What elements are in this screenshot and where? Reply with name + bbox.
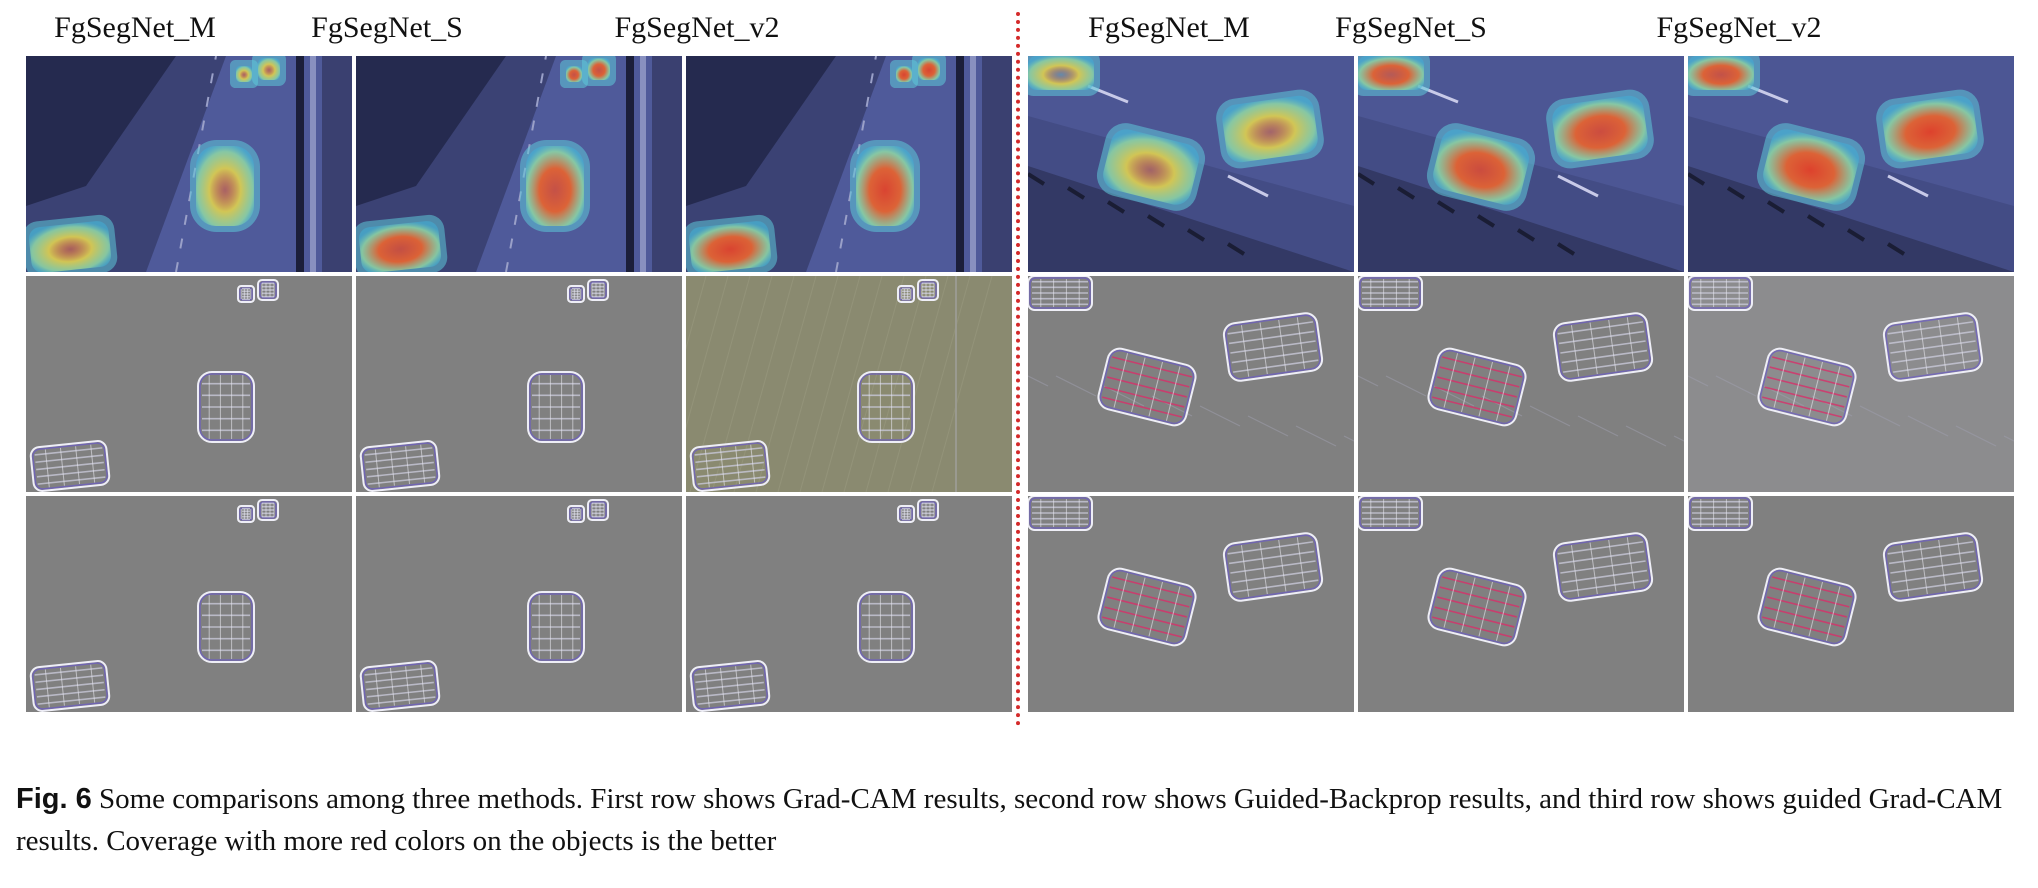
- result-image-r3-c1: [26, 496, 352, 712]
- result-image-r1-c6: [1688, 56, 2014, 272]
- result-image-r2-c5: [1358, 276, 1684, 492]
- result-image-r2-c6: [1688, 276, 2014, 492]
- result-image-r1-c5: [1358, 56, 1684, 272]
- column-title-5: FgSegNet_S: [1335, 11, 1487, 44]
- caption-text: Some comparisons among three methods. Fi…: [16, 783, 2003, 857]
- result-image-r3-c4: [1028, 496, 1354, 712]
- result-image-r2-c1: [26, 276, 352, 492]
- result-image-r3-c5: [1358, 496, 1684, 712]
- result-image-r2-c3: [686, 276, 1012, 492]
- result-image-r3-c2: [356, 496, 682, 712]
- result-image-r2-c2: [356, 276, 682, 492]
- column-title-6: FgSegNet_v2: [1656, 11, 1822, 44]
- column-title-1: FgSegNet_M: [54, 11, 216, 44]
- column-title-2: FgSegNet_S: [311, 11, 463, 44]
- figure-caption: Fig. 6 Some comparisons among three meth…: [16, 778, 2026, 862]
- result-image-r1-c4: [1028, 56, 1354, 272]
- result-image-r1-c1: [26, 56, 352, 272]
- column-title-3: FgSegNet_v2: [614, 11, 780, 44]
- result-image-r3-c6: [1688, 496, 2014, 712]
- result-image-r2-c4: [1028, 276, 1354, 492]
- figure-label: Fig. 6: [16, 783, 92, 815]
- result-image-r1-c3: [686, 56, 1012, 272]
- result-image-r3-c3: [686, 496, 1012, 712]
- result-image-r1-c2: [356, 56, 682, 272]
- column-title-4: FgSegNet_M: [1088, 11, 1250, 44]
- red-dotted-divider: [1016, 12, 1020, 726]
